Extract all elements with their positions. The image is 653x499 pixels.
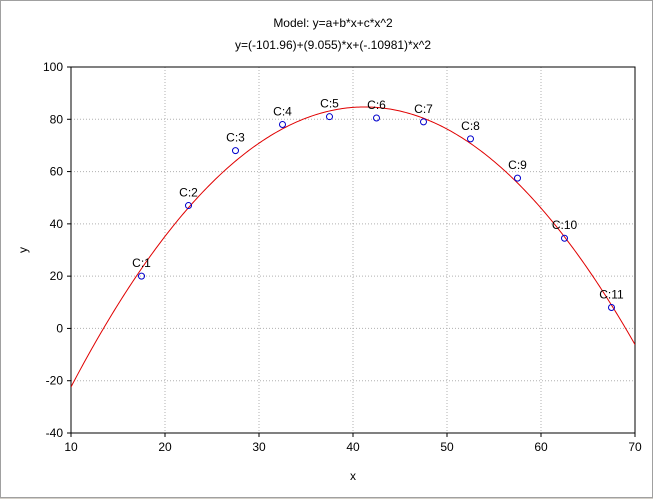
x-tick-label: 60 bbox=[534, 440, 548, 454]
data-points: C:1 C:2 C:3 C:4 C:5 C:6 C:7 C:8 C:9 C:10 C:11 bbox=[132, 97, 624, 312]
x-tick-label: 10 bbox=[64, 440, 78, 454]
point-label: C:4 bbox=[273, 105, 292, 119]
data-point bbox=[232, 147, 239, 155]
point-label: C:5 bbox=[320, 97, 339, 111]
y-tick-label: 80 bbox=[50, 112, 64, 126]
grid bbox=[71, 67, 635, 433]
x-tick-label: 70 bbox=[628, 440, 642, 454]
fit-curve-group bbox=[71, 106, 635, 388]
y-tick-label: 60 bbox=[50, 165, 64, 179]
chart-subtitle: y=(-101.96)+(9.055)*x+(-.10981)*x^2 bbox=[235, 38, 431, 52]
fit-curve bbox=[71, 106, 635, 388]
x-axis-label: x bbox=[350, 469, 356, 483]
data-point bbox=[467, 135, 474, 143]
point-label: C:7 bbox=[414, 102, 433, 116]
y-tick-label: 40 bbox=[50, 217, 64, 231]
point-label: C:2 bbox=[179, 186, 198, 200]
x-tick-label: 50 bbox=[440, 440, 454, 454]
data-point bbox=[279, 121, 286, 129]
y-tick-label: 100 bbox=[43, 60, 63, 74]
point-label: C:3 bbox=[226, 131, 245, 145]
data-point bbox=[185, 202, 192, 210]
data-point bbox=[373, 114, 380, 122]
data-point bbox=[514, 174, 521, 182]
data-point bbox=[326, 113, 333, 121]
y-tick-label: 20 bbox=[50, 269, 64, 283]
plot-area bbox=[70, 66, 636, 434]
point-label: C:6 bbox=[367, 98, 386, 112]
point-label: C:11 bbox=[599, 288, 624, 302]
y-axis-label: y bbox=[16, 247, 30, 253]
y-tick-label: -20 bbox=[46, 374, 64, 388]
data-point bbox=[420, 118, 427, 126]
tick-labels: 10 20 30 40 50 60 70 -40 -20 0 20 40 60 80 100 bbox=[43, 60, 642, 454]
y-tick-label: -40 bbox=[46, 426, 64, 440]
data-point bbox=[561, 234, 568, 242]
y-tick-label: 0 bbox=[56, 321, 63, 335]
x-tick-label: 20 bbox=[158, 440, 172, 454]
chart-title: Model: y=a+b*x+c*x^2 bbox=[273, 16, 393, 30]
point-label: C:8 bbox=[461, 119, 480, 133]
data-point bbox=[608, 304, 615, 312]
point-label: C:10 bbox=[552, 218, 578, 232]
point-label: C:9 bbox=[508, 158, 527, 172]
data-point bbox=[138, 272, 145, 280]
point-label: C:1 bbox=[132, 256, 151, 270]
x-tick-label: 30 bbox=[252, 440, 266, 454]
x-tick-label: 40 bbox=[346, 440, 360, 454]
